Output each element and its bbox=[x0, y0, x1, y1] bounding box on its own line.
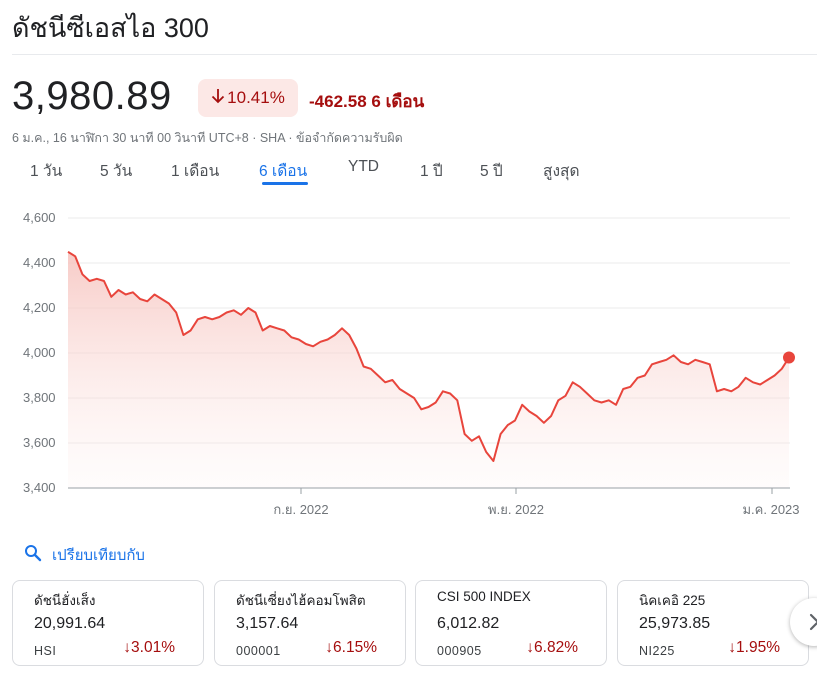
tab-max[interactable]: สูงสุด bbox=[543, 163, 580, 180]
index-card-change-value: 6.82% bbox=[534, 639, 578, 656]
tab-1-month[interactable]: 1 เดือน bbox=[171, 163, 220, 180]
y-tick-label: 4,400 bbox=[23, 255, 56, 270]
index-card-symbol: 000001 bbox=[236, 644, 281, 658]
y-tick-label: 4,200 bbox=[23, 300, 56, 315]
tab-1-year[interactable]: 1 ปี bbox=[420, 163, 443, 180]
y-tick-label: 3,800 bbox=[23, 390, 56, 405]
change-period: 6 เดือน bbox=[371, 92, 425, 111]
index-card-change: ↓6.15% bbox=[325, 639, 377, 657]
index-card-change: ↓3.01% bbox=[123, 639, 175, 657]
index-card-csi500[interactable]: CSI 500 INDEX 6,012.82 000905 ↓6.82% bbox=[415, 580, 607, 666]
index-card-symbol: 000905 bbox=[437, 644, 482, 658]
y-tick-label: 3,600 bbox=[23, 435, 56, 450]
tab-1-day[interactable]: 1 วัน bbox=[30, 163, 63, 180]
timestamp-meta: 6 ม.ค., 16 นาฬิกา 30 นาที 00 วินาที UTC+… bbox=[12, 131, 403, 145]
arrow-down-icon bbox=[211, 88, 225, 109]
active-tab-indicator bbox=[262, 182, 308, 185]
change-percent-badge: 10.41% bbox=[198, 79, 298, 117]
index-card-change-value: 1.95% bbox=[736, 639, 780, 656]
x-tick-label: ม.ค. 2023 bbox=[742, 502, 799, 517]
index-card-change: ↓1.95% bbox=[728, 639, 780, 657]
index-card-name: ดัชนีเซี่ยงไฮ้คอมโพสิต bbox=[236, 593, 366, 608]
current-price-marker bbox=[783, 351, 795, 364]
index-card-value: 20,991.64 bbox=[34, 615, 106, 632]
tab-5-years[interactable]: 5 ปี bbox=[480, 163, 503, 180]
index-card-symbol: NI225 bbox=[639, 644, 675, 658]
change-percent: 10.41% bbox=[227, 88, 285, 107]
chart-area-fill bbox=[68, 251, 789, 488]
index-card-value: 25,973.85 bbox=[639, 615, 711, 632]
index-card-value: 3,157.64 bbox=[236, 615, 299, 632]
index-card-symbol: HSI bbox=[34, 644, 57, 658]
index-card-nikkei225[interactable]: นิคเคอิ 225 25,973.85 NI225 ↓1.95% bbox=[617, 580, 809, 666]
arrow-down-icon: ↓ bbox=[526, 639, 535, 656]
search-icon bbox=[24, 544, 42, 566]
y-tick-label: 4,600 bbox=[23, 210, 56, 225]
index-card-value: 6,012.82 bbox=[437, 615, 500, 632]
index-card-sse-composite[interactable]: ดัชนีเซี่ยงไฮ้คอมโพสิต 3,157.64 000001 ↓… bbox=[214, 580, 406, 666]
index-card-name: CSI 500 INDEX bbox=[437, 589, 531, 604]
page-title: ดัชนีซีเอสไอ 300 bbox=[12, 13, 209, 43]
index-card-hsi[interactable]: ดัชนีฮั่งเส็ง 20,991.64 HSI ↓3.01% bbox=[12, 580, 204, 666]
y-tick-label: 4,000 bbox=[23, 345, 56, 360]
index-card-change-value: 3.01% bbox=[131, 639, 175, 656]
y-axis-labels: 4,600 4,400 4,200 4,000 3,800 3,600 3,40… bbox=[23, 210, 56, 495]
tab-ytd[interactable]: YTD bbox=[348, 158, 379, 175]
arrow-down-icon: ↓ bbox=[123, 639, 132, 656]
arrow-down-icon: ↓ bbox=[728, 639, 737, 656]
index-card-change: ↓6.82% bbox=[526, 639, 578, 657]
chart-price-line bbox=[67, 250, 790, 462]
x-tick-label: พ.ย. 2022 bbox=[488, 502, 544, 517]
index-card-name: ดัชนีฮั่งเส็ง bbox=[34, 593, 96, 608]
tab-6-months[interactable]: 6 เดือน bbox=[259, 163, 308, 180]
y-tick-label: 3,400 bbox=[23, 480, 56, 495]
index-card-change-value: 6.15% bbox=[333, 639, 377, 656]
change-absolute: -462.58 6 เดือน bbox=[309, 88, 424, 115]
index-card-name: นิคเคอิ 225 bbox=[639, 593, 706, 608]
header-divider bbox=[12, 54, 817, 55]
compare-label: เปรียบเทียบกับ bbox=[52, 547, 145, 564]
change-value: -462.58 bbox=[309, 92, 367, 111]
current-price: 3,980.89 bbox=[12, 74, 172, 118]
tab-5-days[interactable]: 5 วัน bbox=[100, 163, 133, 180]
price-chart[interactable]: 4,600 4,400 4,200 4,000 3,800 3,600 3,40… bbox=[0, 200, 817, 530]
arrow-down-icon: ↓ bbox=[325, 639, 334, 656]
x-tick-label: ก.ย. 2022 bbox=[273, 502, 328, 517]
compare-button[interactable]: เปรียบเทียบกับ bbox=[24, 543, 145, 567]
